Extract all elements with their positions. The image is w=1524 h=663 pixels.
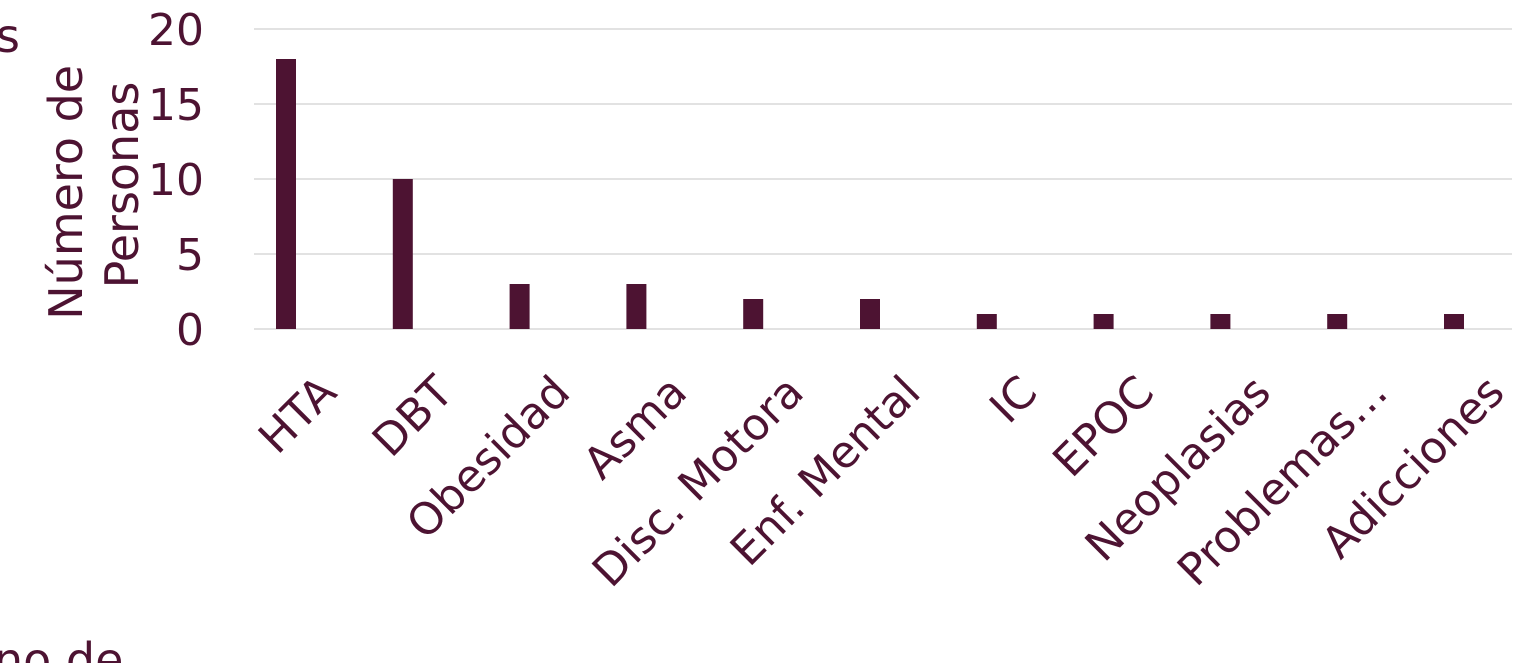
bars [276, 59, 1464, 329]
y-tick-labels: 0 5 10 15 20 [148, 5, 204, 356]
bar-adicciones [1444, 314, 1464, 329]
bar-disc-motora [743, 299, 764, 329]
y-tick-label: 15 [148, 80, 204, 131]
edge-text-left: s [0, 9, 20, 63]
edge-text-bottom: no de [0, 633, 123, 663]
bar-enf-mental [860, 299, 880, 329]
x-tick-label: HTA [249, 366, 346, 463]
bar-neoplasias [1210, 314, 1231, 329]
x-tick-label: IC [980, 366, 1047, 433]
bar-problemas [1327, 314, 1348, 329]
y-axis-title-line-2: Personas [95, 82, 149, 289]
bar-ic [976, 314, 997, 329]
y-axis-title: Número de Personas [39, 50, 149, 319]
y-tick-label: 0 [176, 305, 204, 356]
y-tick-label: 5 [176, 230, 204, 281]
y-tick-label: 10 [148, 155, 204, 206]
x-tick-label: DBT [363, 366, 463, 466]
y-axis-title-line-1: Número de [39, 65, 93, 320]
bar-dbt [392, 179, 413, 329]
bar-asma [626, 284, 647, 329]
gridlines [254, 28, 1512, 330]
bar-epoc [1093, 314, 1114, 329]
bar-hta [276, 59, 296, 329]
bar-obesidad [509, 284, 530, 329]
y-tick-label: 20 [148, 5, 204, 56]
